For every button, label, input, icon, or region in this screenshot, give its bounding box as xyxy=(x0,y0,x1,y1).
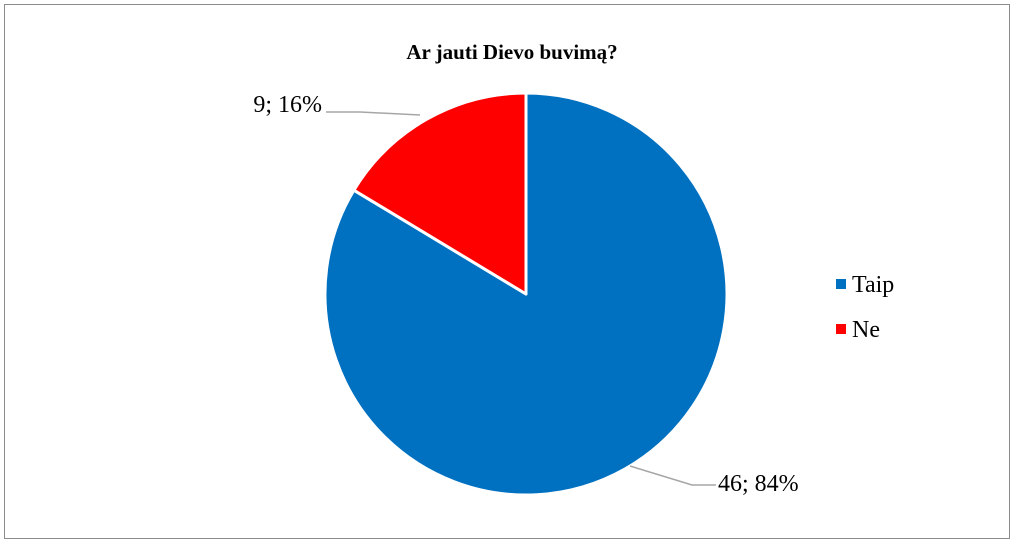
legend-swatch-ne xyxy=(836,324,846,334)
legend-swatch-taip xyxy=(836,279,846,289)
data-label-ne: 9; 16% xyxy=(253,92,322,118)
legend-label-ne: Ne xyxy=(852,317,880,343)
chart-title: Ar jauti Dievo buvimą? xyxy=(406,40,617,64)
leader-line-taip xyxy=(630,466,716,485)
legend: Taip Ne xyxy=(836,272,894,343)
pie-slices xyxy=(325,93,727,495)
data-label-taip: 46; 84% xyxy=(718,471,799,497)
legend-label-taip: Taip xyxy=(852,272,894,298)
leader-line-ne xyxy=(326,112,420,115)
